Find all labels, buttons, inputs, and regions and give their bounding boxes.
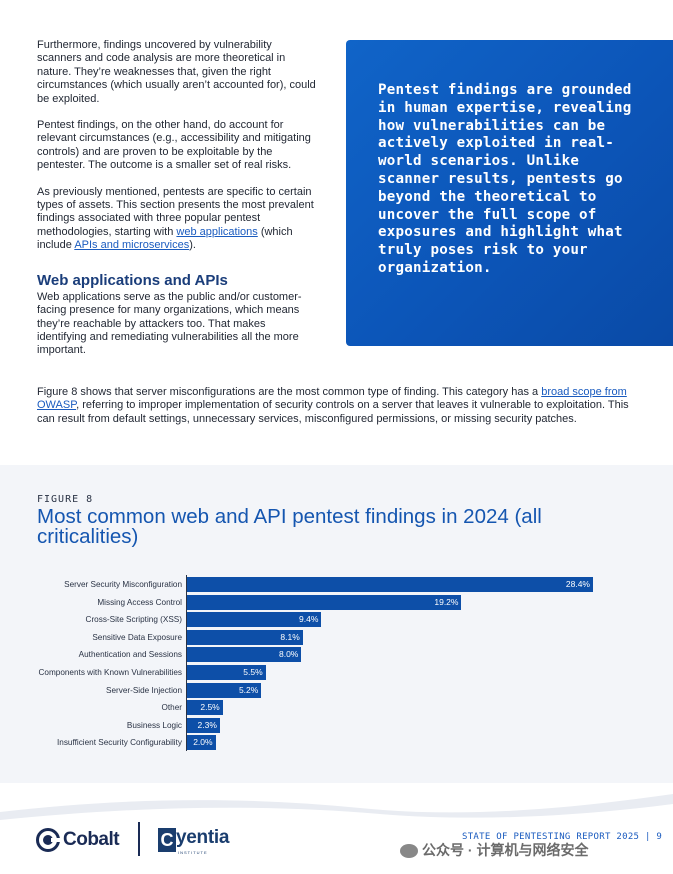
chart-category-label: Cross-Site Scripting (XSS) [85, 615, 182, 625]
chart-row: Authentication and Sessions 8.0% [0, 647, 673, 663]
chart-row: Components with Known Vulnerabilities 5.5… [0, 665, 673, 680]
chart-category-label: Sensitive Data Exposure [92, 632, 182, 642]
callout-text: Pentest findings are grounded in human e… [378, 82, 632, 276]
chart-row: Other 2.5% [0, 700, 673, 716]
wechat-icon [400, 844, 418, 859]
chart-value-label: 2.0% [193, 737, 213, 748]
cyentia-logo-subtext: INSTITUTE [178, 850, 208, 855]
owasp-scope-link[interactable]: broad scope from OWASP [37, 386, 627, 412]
figure-label: FIGURE 8 [37, 494, 94, 505]
methodologies-text-mid: (which include [37, 225, 293, 252]
web-applications-link[interactable]: web applications [176, 225, 258, 238]
chart-value-label: 5.5% [243, 667, 263, 677]
paragraph-figure-intro: Figure 8 shows that server misconfigurat… [37, 386, 637, 426]
apis-microservices-link[interactable]: APIs and microservices [74, 239, 190, 252]
chart-category-label: Missing Access Control [97, 597, 182, 607]
chart-bar: 8.1% [187, 629, 303, 645]
logo-divider [138, 822, 140, 856]
chart-row: Business Logic 2.3% [0, 717, 673, 733]
figure-intro-start: Figure 8 shows that server misconfigurat… [37, 386, 542, 398]
watermark-text: 公众号 · 计算机与网络安全 [422, 842, 589, 858]
chart-bar: 8.0% [187, 647, 302, 663]
bar-chart: Server Security Misconfiguration 28.4% Mis… [0, 573, 673, 753]
chart-category-label: Business Logic [126, 720, 182, 730]
chart-value-label: 2.3% [197, 719, 217, 730]
chart-bar: 2.0% [187, 735, 216, 751]
figure-intro-end: , referring to improper implementation o… [37, 399, 629, 425]
chart-row: Server-Side Injection 5.2% [0, 682, 673, 698]
cyentia-logo-text: yentia [176, 827, 230, 848]
chart-value-label: 19.2% [434, 596, 459, 607]
chart-bar: 2.3% [187, 717, 220, 733]
chart-category-label: Other [161, 703, 182, 713]
chart-row: Cross-Site Scripting (XSS) 9.4% [0, 612, 673, 628]
chart-row: Sensitive Data Exposure 8.1% [0, 629, 673, 645]
methodologies-text-start: As previously mentioned, pentests are sp… [37, 185, 314, 238]
cobalt-logo-text: Cobalt [63, 829, 120, 850]
chart-row: Server Security Misconfiguration 28.4% [0, 577, 673, 592]
paragraph-scanner-findings: Furthermore, findings uncovered by vulne… [37, 39, 316, 105]
cyentia-logo-mark: C [158, 828, 176, 852]
left-column: Furthermore, findings uncovered by vulne… [37, 39, 317, 371]
chart-value-label: 2.5% [200, 702, 220, 713]
chart-bar: 9.4% [187, 612, 322, 628]
paragraph-web-apps: Web applications serve as the public and… [37, 290, 302, 357]
page-footer-label: STATE OF PENTESTING REPORT 2025 | 9 [462, 832, 663, 842]
chart-value-label: 8.0% [278, 649, 299, 660]
callout-box: Pentest findings are grounded in human e… [346, 40, 673, 346]
methodologies-text-end: ). [189, 239, 196, 252]
chart-category-label: Insufficient Security Configurability [57, 738, 182, 748]
chart-value-label: 28.4% [565, 579, 590, 589]
chart-row: Missing Access Control 19.2% [0, 594, 673, 610]
section-heading: Web applications and APIs [37, 271, 228, 289]
paragraph-methodologies: As previously mentioned, pentests are sp… [37, 186, 317, 253]
chart-value-label: 9.4% [299, 614, 319, 625]
chart-bar: 5.5% [187, 665, 266, 680]
cobalt-logo-icon [36, 828, 60, 852]
figure-title: Most common web and API pentest findings… [37, 505, 542, 548]
cobalt-logo: Cobalt [36, 826, 120, 854]
paragraph-pentest-findings: Pentest findings, on the other hand, do … [37, 119, 311, 172]
chart-bar: 28.4% [187, 577, 593, 592]
watermark: 公众号 · 计算机与网络安全 [400, 840, 588, 860]
figure-background [0, 465, 673, 783]
chart-row: Insufficient Security Configurability 2.0… [0, 735, 673, 751]
footer-wave-decoration [0, 794, 673, 830]
chart-bar: 19.2% [187, 594, 462, 610]
chart-value-label: 8.1% [280, 631, 300, 642]
chart-category-label: Server Security Misconfiguration [64, 580, 182, 589]
chart-axis [186, 575, 187, 751]
chart-category-label: Authentication and Sessions [78, 650, 182, 660]
chart-category-label: Components with Known Vulnerabilities [38, 668, 182, 677]
chart-value-label: 5.2% [238, 684, 259, 695]
chart-category-label: Server-Side Injection [106, 685, 182, 695]
chart-bar: 2.5% [187, 700, 223, 716]
chart-bar: 5.2% [187, 682, 262, 698]
